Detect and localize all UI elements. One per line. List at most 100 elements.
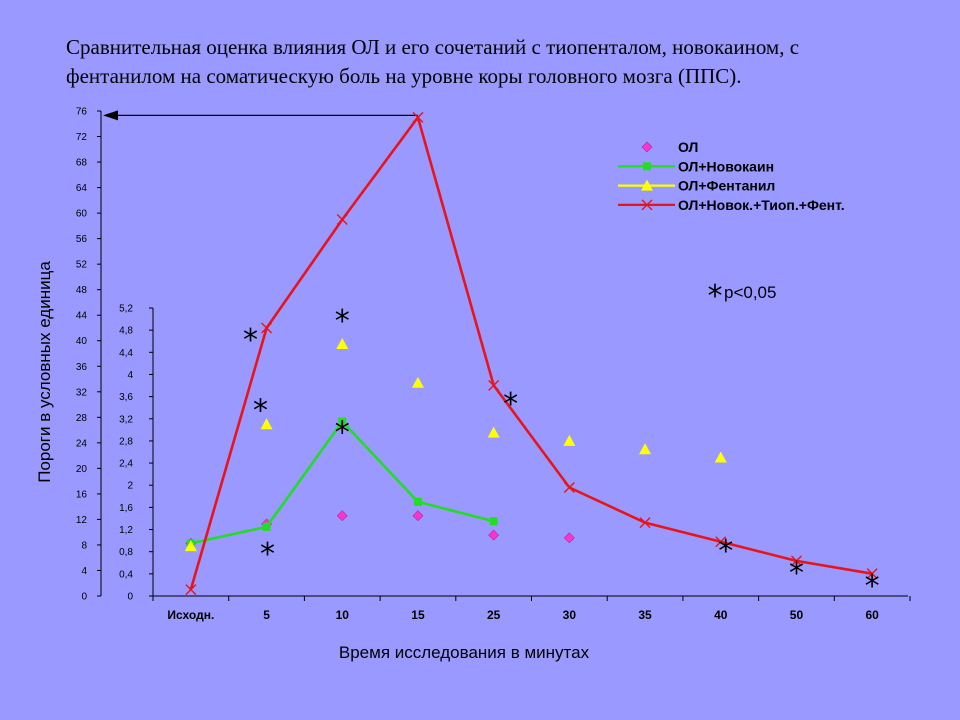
y-outer-tick-label: 52 [76,260,88,271]
series-3 [185,111,878,596]
data-point [336,510,348,522]
y-outer-tick-label: 28 [76,413,88,424]
y-inner-tick-label: 0,8 [119,547,133,558]
y-outer-tick-label: 68 [76,158,88,169]
y-inner-tick-label: 4,8 [119,326,133,337]
data-point [412,111,424,123]
x-tick-label: 40 [714,608,728,622]
data-point [412,510,424,522]
data-point [563,482,575,494]
data-point [262,522,271,531]
data-point [261,322,273,334]
y-inner-tick-label: 1,2 [119,525,133,536]
y-inner-tick-label: 4 [127,370,133,381]
data-point [563,532,575,544]
data-point [715,536,727,548]
y-inner-tick-label: 2,8 [119,436,133,447]
y-outer-tick-label: 4 [81,566,87,577]
legend-marker [641,199,653,211]
y-inner-tick-label: 2,4 [119,459,133,470]
y-outer-tick-label: 24 [76,438,88,449]
series-0 [185,510,575,549]
x-tick-label: 15 [411,608,425,622]
y-outer-tick-label: 8 [81,540,87,551]
data-point [185,584,197,596]
series-2 [184,338,727,552]
data-point [411,376,424,388]
legend-label: ОЛ+Новокаин [678,158,774,174]
data-point [487,426,500,438]
y-inner-tick-label: 3,6 [119,392,133,403]
data-point [260,418,273,430]
y-outer-tick-label: 32 [76,387,88,398]
legend-label: ОЛ [678,139,698,155]
x-tick-label: 60 [865,608,879,622]
x-tick-label: Исходн. [167,608,214,622]
x-tick-label: 5 [263,608,270,622]
significance-asterisk: * [243,323,258,358]
legend-label: ОЛ+Новок.+Тиоп.+Фент. [678,197,845,213]
peak-arrowhead [103,110,118,121]
data-point [488,379,500,391]
data-point [336,213,348,225]
significance-asterisk: * [253,393,268,428]
y-outer-tick-label: 16 [76,489,88,500]
y-inner-tick-label: 5,2 [119,304,133,315]
data-point [790,555,802,567]
data-point [488,529,500,541]
title-line-2: фентанилом на соматическую боль на уровн… [66,64,742,88]
x-axis-label: Время исследования в минутах [339,643,590,662]
significance-asterisk: * [718,534,733,569]
x-tick-label: 30 [563,608,577,622]
series-line [189,116,873,590]
y-outer-tick-label: 48 [76,285,88,296]
y-outer-tick-label: 56 [76,234,88,245]
x-tick-label: 10 [336,608,350,622]
legend-item: ОЛ [641,139,698,155]
y-inner-tick-label: 1,6 [119,503,133,514]
legend-item: ОЛ+Фентанил [618,178,775,194]
y-outer-tick-label: 36 [76,362,88,373]
y-inner-tick-label: 0,4 [119,569,133,580]
significance-group: ******** ** p<0,05 [243,279,880,604]
significance-asterisk: * [335,304,350,339]
x-tick-label: 50 [790,608,804,622]
data-point [338,417,347,426]
x-tick-label: 35 [638,608,652,622]
y-outer-tick-label: 76 [76,107,88,118]
data-point [336,338,349,349]
data-point [413,497,422,506]
significance-asterisk: * [335,416,350,451]
legend: ОЛ ОЛ+Новокаин ОЛ+Фентанил ОЛ+Новок.+Тиоп.+… [618,139,845,213]
legend-item: ОЛ+Новокаин [618,158,774,174]
legend-label: ОЛ+Фентанил [678,178,775,194]
data-point [639,443,652,455]
series-group [184,111,878,596]
data-point [489,517,498,526]
data-point [714,451,727,463]
legend-marker [641,141,653,153]
y-axis-label: Пороги в условных единица [35,261,54,483]
data-point [866,568,878,580]
page-title: Сравнительная оценка влияния ОЛ и его со… [66,33,926,91]
y-inner-tick-label: 4,4 [119,348,133,359]
axes-group: 048121620242832364044485256606468727600,… [35,107,911,662]
legend-item: ОЛ+Новок.+Тиоп.+Фент. [618,197,845,213]
legend-marker [643,162,651,171]
significance-asterisk: * [865,569,880,604]
x-tick-label: 25 [487,608,501,622]
y-outer-tick-label: 72 [76,132,88,143]
y-outer-tick-label: 0 [81,592,87,603]
y-outer-tick-label: 44 [76,311,88,322]
y-outer-tick-label: 12 [76,515,88,526]
legend-marker [641,179,653,191]
significance-asterisk: * [260,537,275,572]
y-inner-tick-label: 3,2 [119,414,133,425]
y-outer-tick-label: 60 [76,209,88,220]
y-inner-tick-label: 2 [127,481,133,492]
title-line-1: Сравнительная оценка влияния ОЛ и его со… [66,35,800,59]
significance-legend-asterisk: * [708,279,723,314]
y-outer-tick-label: 64 [76,183,88,194]
